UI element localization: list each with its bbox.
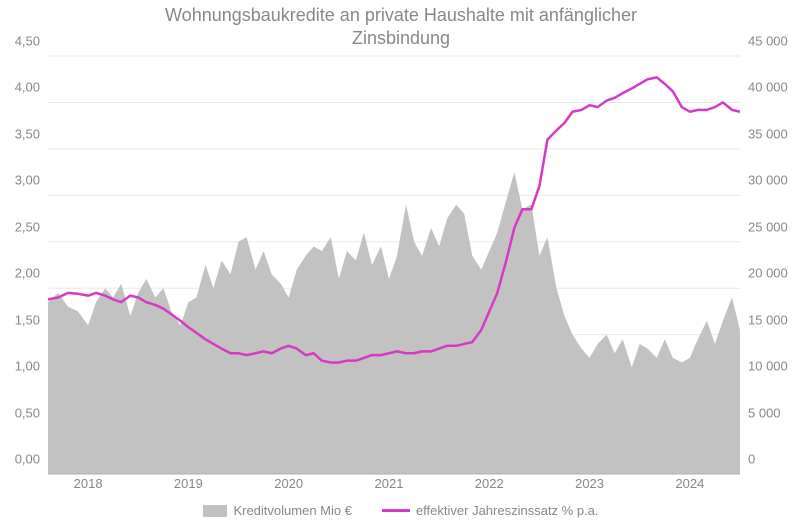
legend: Kreditvolumen Mio € effektiver Jahreszin… bbox=[0, 503, 802, 518]
y-right-tick: 45 000 bbox=[748, 34, 788, 49]
title-line-2: Zinsbindung bbox=[352, 28, 450, 48]
y-right-tick: 0 bbox=[748, 452, 755, 467]
y-left-tick: 2,00 bbox=[15, 266, 40, 281]
y-left-tick: 0,50 bbox=[15, 405, 40, 420]
x-tick: 2019 bbox=[174, 476, 203, 491]
legend-item-area: Kreditvolumen Mio € bbox=[203, 503, 352, 518]
y-left-tick: 3,00 bbox=[15, 173, 40, 188]
title-line-1: Wohnungsbaukredite an private Haushalte … bbox=[165, 5, 637, 25]
y-right-tick: 25 000 bbox=[748, 219, 788, 234]
legend-label-area: Kreditvolumen Mio € bbox=[233, 503, 352, 518]
y-right-tick: 30 000 bbox=[748, 173, 788, 188]
plot-area bbox=[48, 56, 740, 474]
legend-swatch-line bbox=[382, 509, 410, 512]
legend-label-line: effektiver Jahreszinssatz % p.a. bbox=[416, 503, 599, 518]
chart-container: Wohnungsbaukredite an private Haushalte … bbox=[0, 0, 802, 522]
chart-title: Wohnungsbaukredite an private Haushalte … bbox=[0, 0, 802, 51]
legend-item-line: effektiver Jahreszinssatz % p.a. bbox=[382, 503, 599, 518]
y-left-tick: 2,50 bbox=[15, 219, 40, 234]
y-right-tick: 35 000 bbox=[748, 126, 788, 141]
x-tick: 2024 bbox=[675, 476, 704, 491]
x-tick: 2020 bbox=[274, 476, 303, 491]
y-left-tick: 4,00 bbox=[15, 80, 40, 95]
y-left-tick: 3,50 bbox=[15, 126, 40, 141]
y-left-tick: 1,50 bbox=[15, 312, 40, 327]
y-left-tick: 0,00 bbox=[15, 452, 40, 467]
y-right-tick: 5 000 bbox=[748, 405, 781, 420]
x-tick: 2022 bbox=[475, 476, 504, 491]
y-axis-right: 0 5 000 10 000 15 000 20 000 25 000 30 000 35 0… bbox=[742, 56, 802, 474]
y-axis-left: 0,000,501,001,502,002,503,003,504,004,50 bbox=[0, 56, 46, 474]
legend-swatch-area bbox=[203, 505, 227, 517]
x-tick: 2018 bbox=[74, 476, 103, 491]
y-right-tick: 15 000 bbox=[748, 312, 788, 327]
y-right-tick: 10 000 bbox=[748, 359, 788, 374]
y-right-tick: 20 000 bbox=[748, 266, 788, 281]
y-left-tick: 4,50 bbox=[15, 34, 40, 49]
x-axis: 2018 2019 2020 2021 2022 2023 2024 bbox=[48, 476, 740, 494]
y-left-tick: 1,00 bbox=[15, 359, 40, 374]
x-tick: 2023 bbox=[575, 476, 604, 491]
area-series bbox=[48, 172, 740, 474]
chart-svg bbox=[48, 56, 740, 474]
y-right-tick: 40 000 bbox=[748, 80, 788, 95]
x-tick: 2021 bbox=[375, 476, 404, 491]
